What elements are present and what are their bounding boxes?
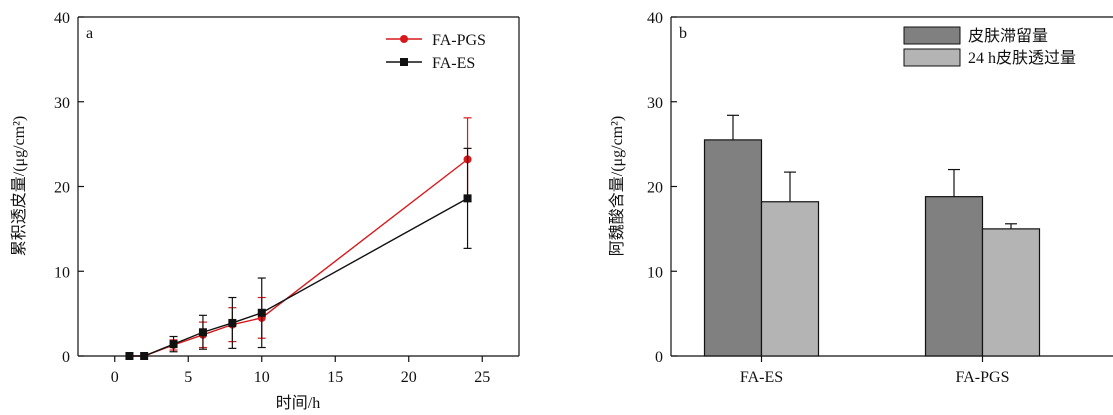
- panel-b-y-tick-label: 0: [655, 349, 663, 366]
- panel-a-y-tick-label: 10: [54, 264, 70, 281]
- panel-a-x-tick-label: 5: [184, 369, 192, 386]
- data-point: [125, 352, 134, 360]
- legend-entry: FA-ES: [386, 55, 475, 72]
- panel-a-label: a: [86, 25, 93, 42]
- legend-label: FA-ES: [432, 55, 475, 72]
- data-point: [169, 340, 178, 349]
- bar: [981, 228, 1041, 357]
- data-point: [257, 308, 266, 317]
- data-point: [463, 194, 472, 203]
- panel-b-x-tick-label: FA-ES: [740, 369, 783, 386]
- panel-b-y-tick-label: 10: [647, 264, 663, 281]
- panel-a-y-tick-label: 0: [62, 349, 70, 366]
- legend-marker: [400, 35, 408, 43]
- panel-a-x-tick-label: 10: [254, 369, 270, 386]
- data-point: [228, 318, 237, 327]
- series-line: [129, 158, 468, 357]
- legend-label: 皮肤滞留量: [968, 27, 1048, 45]
- panel-a-x-tick-label: 25: [474, 369, 490, 386]
- data-point: [198, 328, 207, 337]
- panel-b-y-tick-label: 20: [647, 180, 663, 197]
- legend-entry: 24 h皮肤透过量: [903, 48, 1076, 67]
- legend-swatch: [903, 26, 961, 45]
- panel-a-x-tick-label: 20: [401, 369, 417, 386]
- panel-b-x-tick-label: FA-PGS: [956, 369, 1010, 386]
- series-fa-es: [125, 147, 472, 360]
- legend-swatch: [903, 48, 961, 67]
- series-line: [129, 197, 468, 357]
- data-point: [140, 352, 149, 360]
- panel-b-label: b: [679, 25, 687, 42]
- panel-a-y-tick-label: 20: [54, 180, 70, 197]
- bar: [703, 139, 763, 357]
- panel-a-line-chart: a 时间/h 累积透皮量/(μg/cm²) 0 10 20 30 40 0 5 10 15 20 2…: [10, 10, 520, 412]
- bar: [760, 201, 820, 357]
- panel-a-x-tick-label: 15: [327, 369, 343, 386]
- legend-label: 24 h皮肤透过量: [968, 49, 1076, 67]
- panel-b-y-tick-label: 40: [647, 10, 663, 27]
- panel-a-x-tick-label: 0: [111, 369, 119, 386]
- series-fa-pgs: [125, 117, 472, 360]
- legend-entry: FA-PGS: [386, 32, 486, 49]
- bar: [924, 196, 984, 357]
- legend-label: FA-PGS: [432, 32, 486, 49]
- panel-b-y-axis-label: 阿魏酸含量/(μg/cm²): [608, 116, 626, 256]
- legend-marker: [400, 58, 408, 66]
- legend-entry: 皮肤滞留量: [903, 26, 1048, 45]
- panel-a-y-tick-label: 30: [54, 95, 70, 112]
- panel-b-bar-chart: b 阿魏酸含量/(μg/cm²) 0 10 20 30 40 FA-ES FA-PGS 皮肤…: [608, 10, 1113, 386]
- panel-b-y-tick-label: 30: [647, 95, 663, 112]
- panel-a-y-tick-label: 40: [54, 10, 70, 27]
- panel-a-y-axis-label: 累积透皮量/(μg/cm²): [10, 116, 28, 256]
- panel-a-x-axis-label: 时间/h: [276, 394, 320, 412]
